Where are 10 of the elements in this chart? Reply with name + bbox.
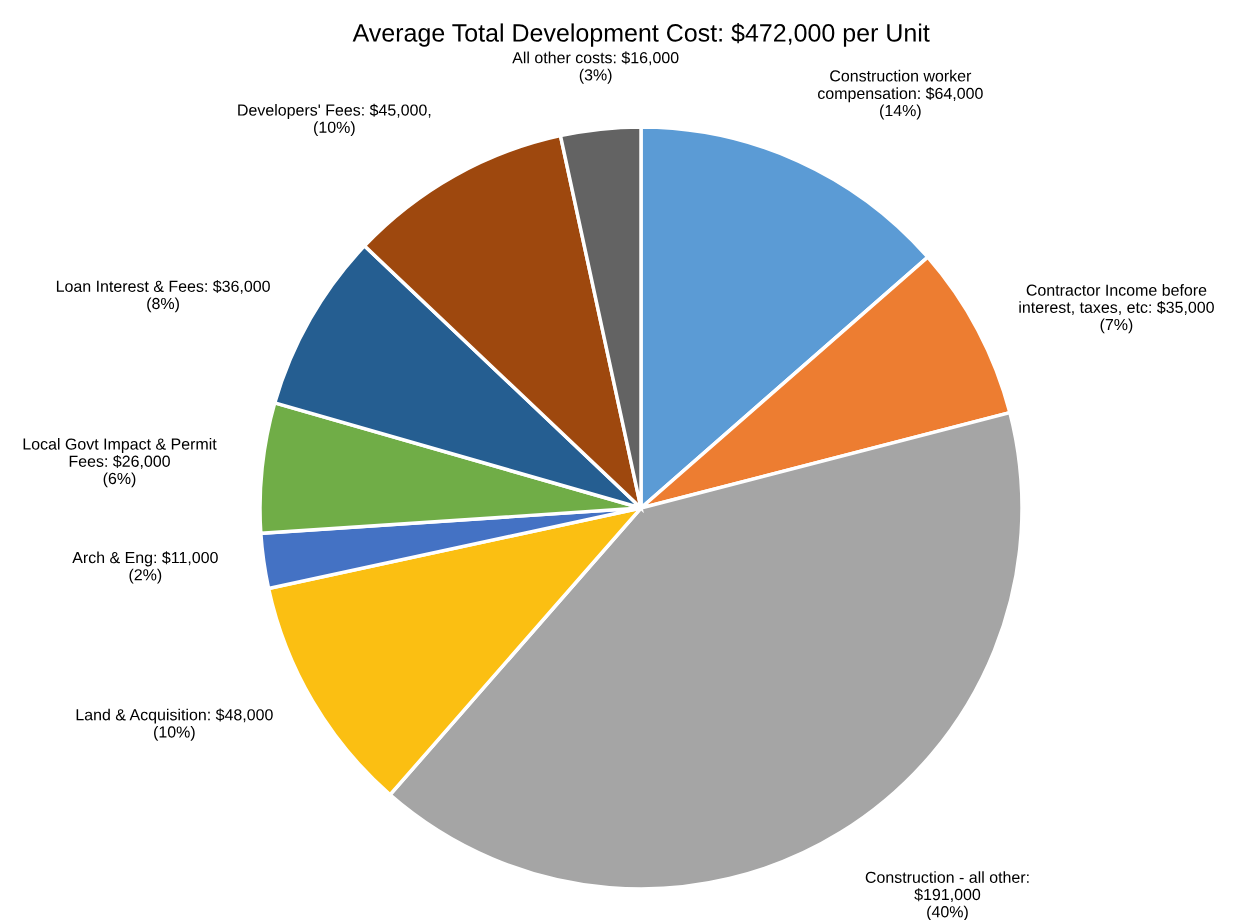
slice-label: Construction worker compensation: $64,000 (14%): [818, 69, 983, 120]
slice-label: Local Govt Impact & Permit Fees: $26,000 (6%): [23, 437, 217, 488]
chart-title: Average Total Development Cost: $472,000 per Unit: [352, 23, 930, 47]
slice-label: Contractor Income before interest, taxes, etc: $35,000 (7%): [1019, 284, 1214, 334]
slice-label: Loan Interest & Fees: $36,000 (8%): [56, 279, 270, 313]
slice-label: All other costs: $16,000 (3%): [512, 51, 679, 84]
slice-label: Developers' Fees: $45,000, (10%): [238, 103, 431, 137]
slice-label: Land & Acquisition: $48,000 (10%): [76, 708, 273, 741]
slice-label: Construction - all other: $191,000 (40%): [865, 871, 1029, 920]
slice-label: Arch & Eng: $11,000 (2%): [72, 551, 218, 584]
